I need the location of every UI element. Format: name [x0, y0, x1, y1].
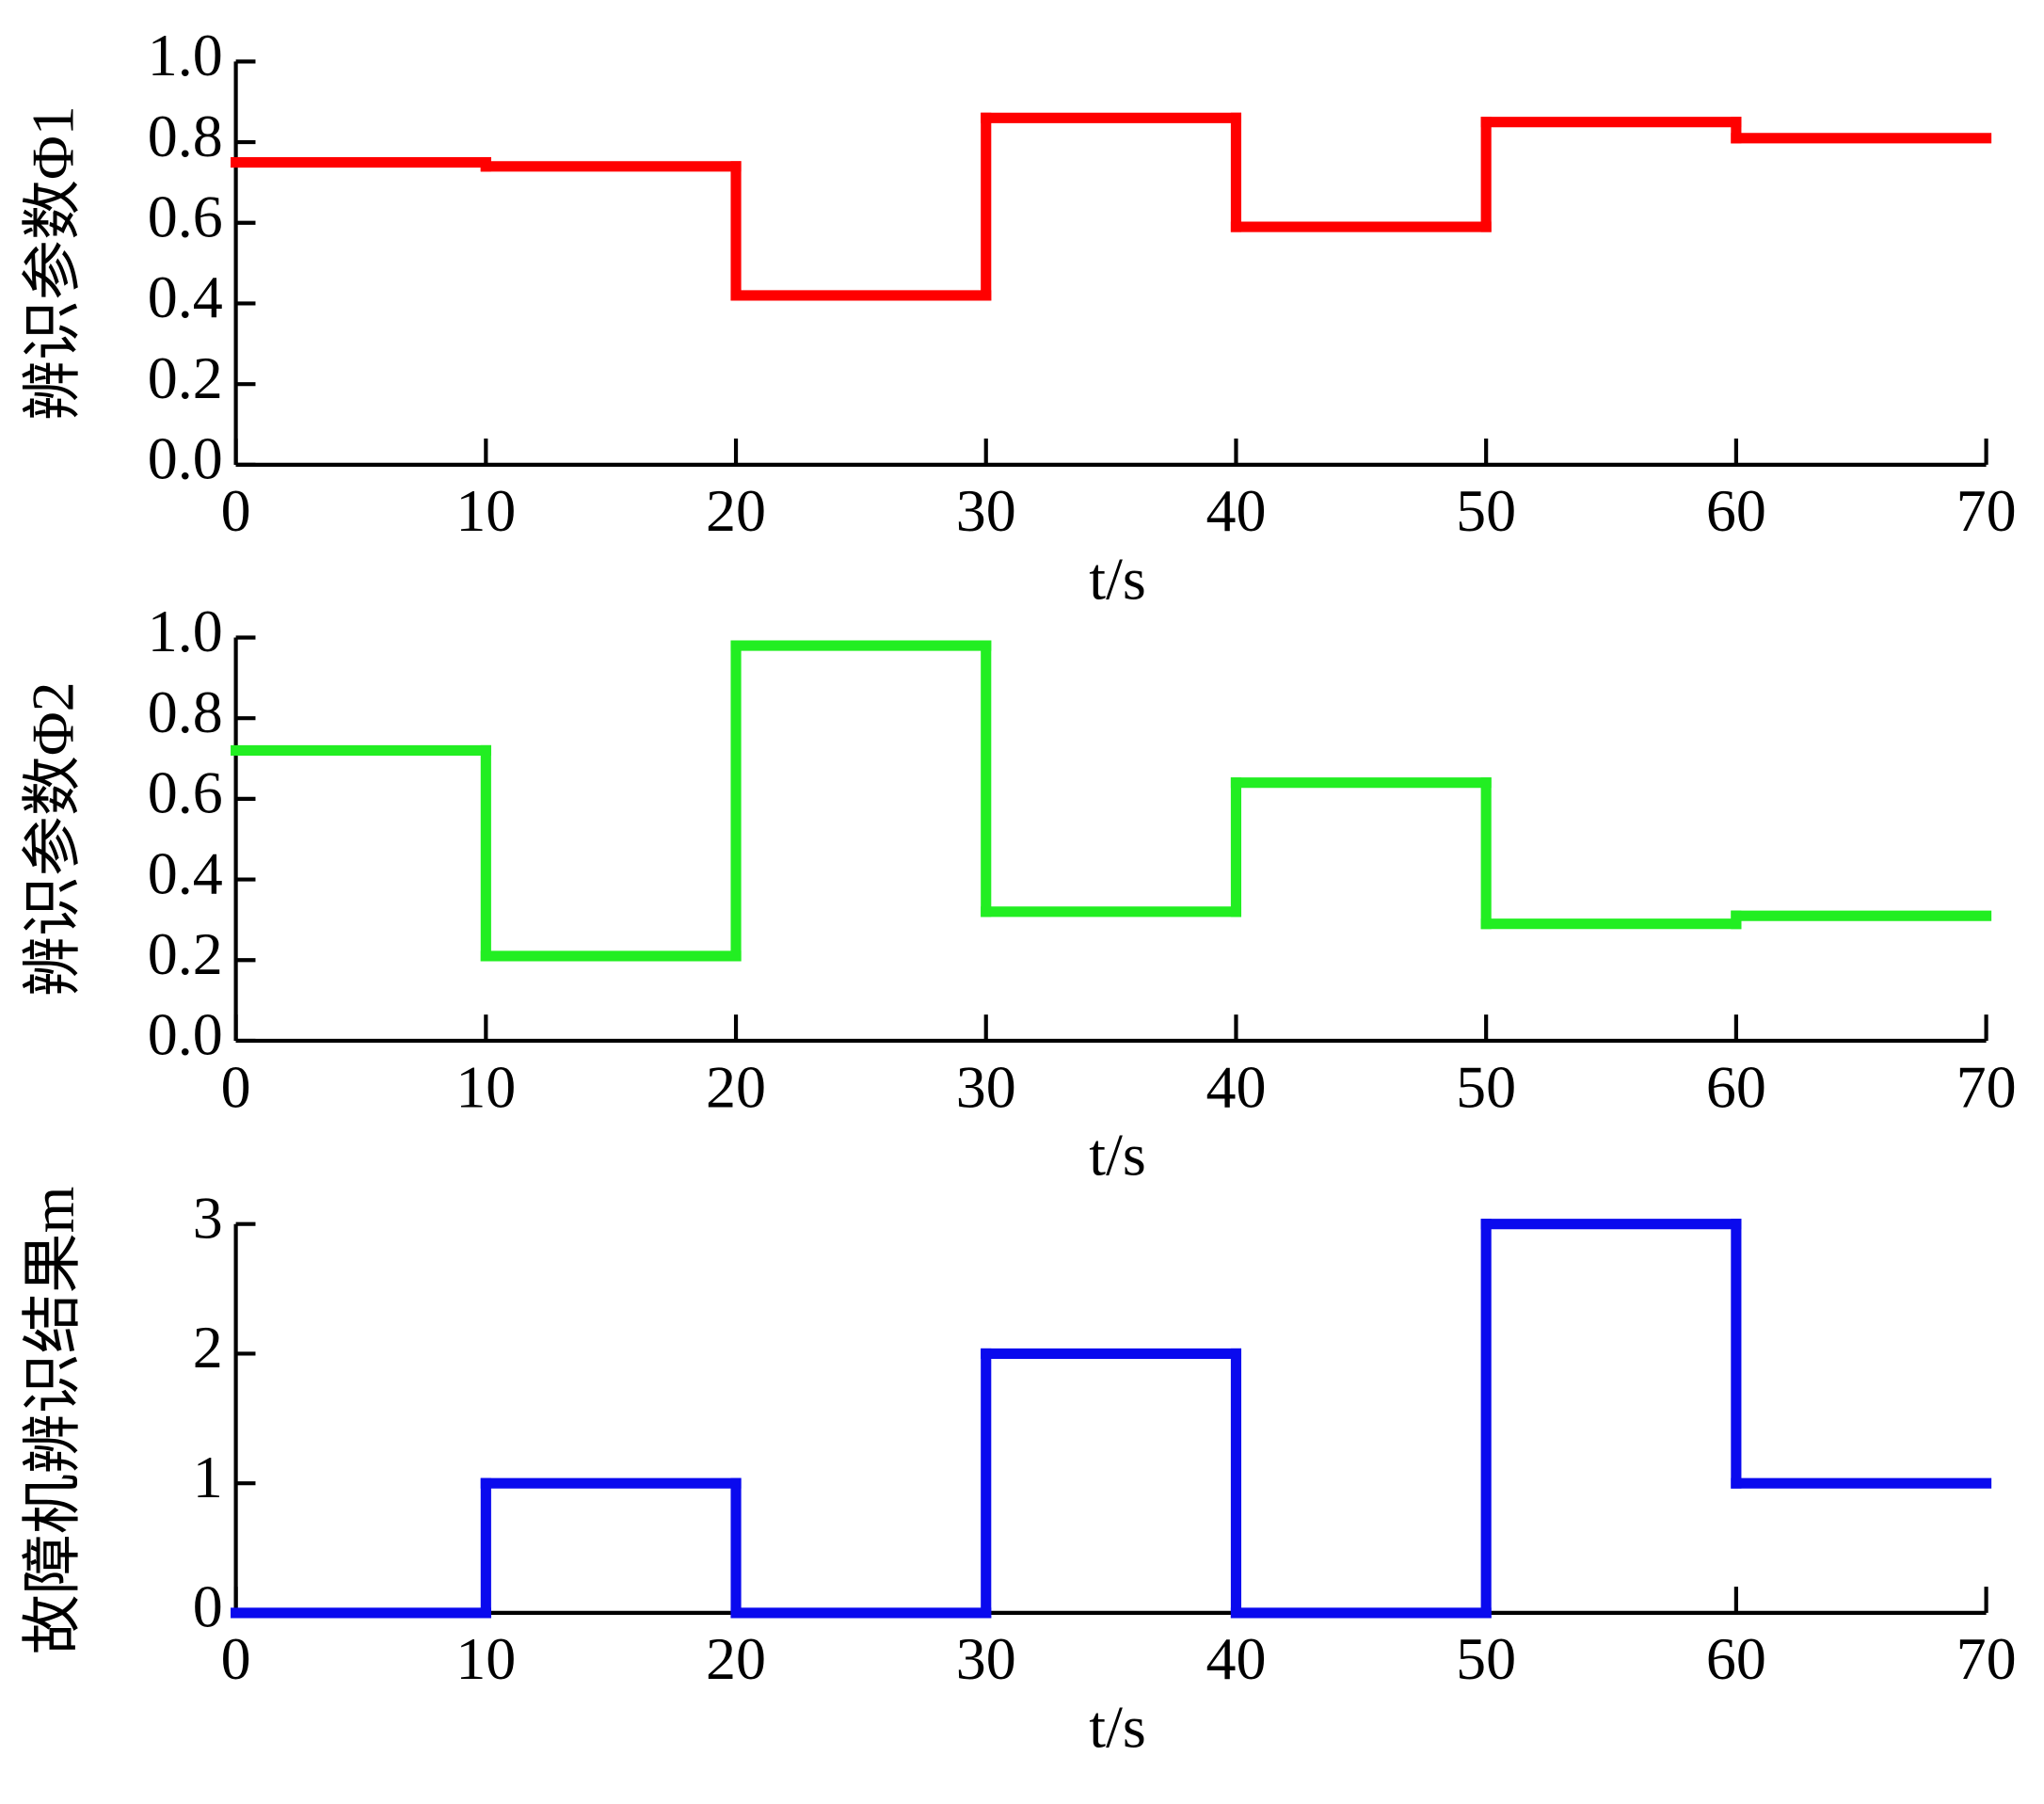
- y-axis-label: 辨识参数Φ1: [19, 105, 86, 421]
- y-axis-label: 故障机辨识结果m: [19, 1187, 86, 1655]
- x-tick-label: 20: [706, 477, 766, 544]
- y-tick-label: 2: [193, 1314, 223, 1381]
- x-tick-label: 60: [1706, 1053, 1766, 1120]
- x-tick-label: 40: [1206, 477, 1266, 544]
- y-tick-label: 0.0: [148, 1001, 223, 1068]
- y-tick-label: 3: [193, 1184, 223, 1251]
- x-tick-label: 70: [1956, 1053, 2017, 1120]
- y-tick-label: 0.4: [148, 263, 223, 330]
- x-tick-label: 10: [455, 1053, 516, 1120]
- x-tick-label: 10: [455, 477, 516, 544]
- y-tick-label: 0.4: [148, 839, 223, 906]
- x-axis-label: t/s: [1089, 546, 1145, 613]
- y-tick-label: 0.8: [148, 103, 223, 169]
- x-tick-label: 50: [1456, 1053, 1516, 1120]
- x-tick-label: 0: [221, 1053, 251, 1120]
- x-tick-label: 40: [1206, 1053, 1266, 1120]
- x-tick-label: 0: [221, 477, 251, 544]
- x-axis-label: t/s: [1089, 1694, 1145, 1761]
- x-tick-label: 20: [706, 1625, 766, 1692]
- y-tick-label: 0: [193, 1573, 223, 1640]
- x-tick-label: 40: [1206, 1625, 1266, 1692]
- y-tick-label: 0.6: [148, 759, 223, 826]
- y-tick-label: 0.2: [148, 344, 223, 411]
- y-tick-label: 0.2: [148, 920, 223, 987]
- x-tick-label: 70: [1956, 477, 2017, 544]
- y-axis-label: 辨识参数Φ2: [19, 681, 86, 997]
- y-tick-label: 0.0: [148, 425, 223, 492]
- x-tick-label: 60: [1706, 1625, 1766, 1692]
- y-tick-label: 0.8: [148, 678, 223, 745]
- x-tick-label: 0: [221, 1625, 251, 1692]
- x-tick-label: 50: [1456, 477, 1516, 544]
- x-tick-label: 20: [706, 1053, 766, 1120]
- x-tick-label: 60: [1706, 477, 1766, 544]
- y-tick-label: 1: [193, 1444, 223, 1510]
- x-tick-label: 30: [956, 477, 1016, 544]
- x-tick-label: 50: [1456, 1625, 1516, 1692]
- x-tick-label: 30: [956, 1053, 1016, 1120]
- y-tick-label: 1.0: [148, 22, 223, 88]
- y-tick-label: 0.6: [148, 183, 223, 249]
- y-tick-label: 1.0: [148, 598, 223, 664]
- x-tick-label: 10: [455, 1625, 516, 1692]
- x-axis-label: t/s: [1089, 1122, 1145, 1189]
- x-tick-label: 70: [1956, 1625, 2017, 1692]
- x-tick-label: 30: [956, 1625, 1016, 1692]
